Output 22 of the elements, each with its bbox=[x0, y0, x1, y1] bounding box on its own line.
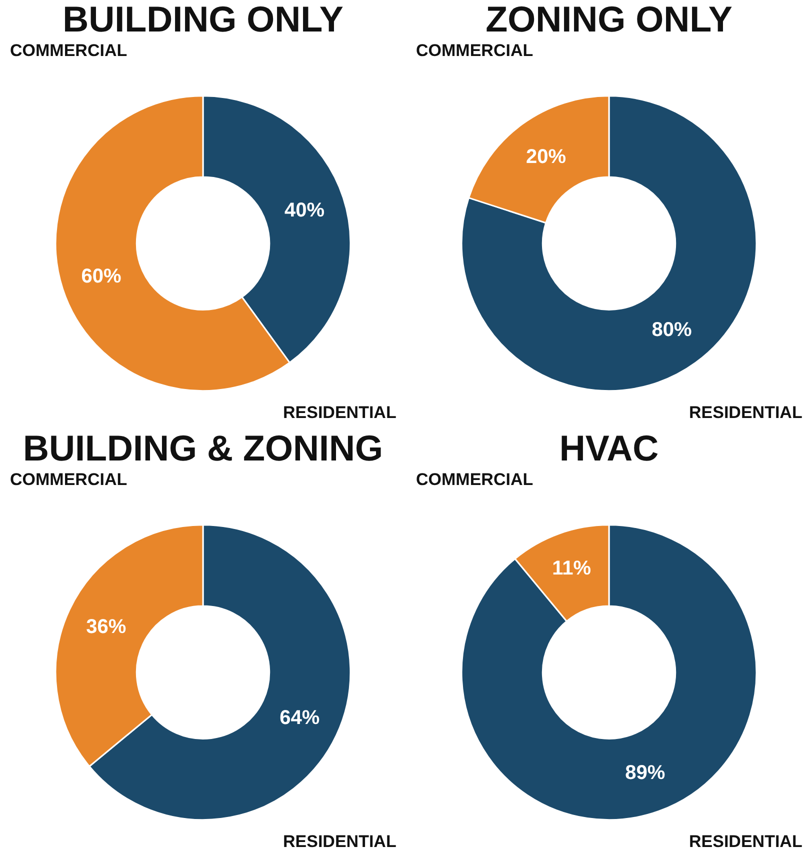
data-label: 89% bbox=[625, 762, 666, 784]
data-label: 60% bbox=[81, 265, 122, 288]
donut-slice bbox=[460, 524, 758, 820]
chart-title: BUILDING ONLY bbox=[62, 0, 344, 40]
slice-label: RESIDENTIAL bbox=[689, 403, 802, 422]
chart-title: HVAC bbox=[559, 428, 659, 469]
data-label: 80% bbox=[652, 318, 692, 341]
chart-title: ZONING ONLY bbox=[486, 0, 732, 40]
slice-label: COMMERCIAL bbox=[10, 470, 128, 489]
slice-label: COMMERCIAL bbox=[416, 41, 534, 60]
slice-label: RESIDENTIAL bbox=[283, 832, 396, 851]
data-label: 20% bbox=[526, 146, 566, 168]
chart-title: BUILDING & ZONING bbox=[23, 428, 383, 469]
donut-slice bbox=[461, 95, 758, 392]
data-label: 36% bbox=[86, 616, 126, 638]
slice-label: RESIDENTIAL bbox=[283, 403, 396, 422]
data-label: 11% bbox=[552, 558, 592, 580]
slice-label: RESIDENTIAL bbox=[689, 832, 802, 851]
slice-label: COMMERCIAL bbox=[416, 470, 534, 489]
data-label: 40% bbox=[284, 199, 325, 222]
slice-label: COMMERCIAL bbox=[10, 41, 128, 60]
data-label: 64% bbox=[280, 706, 320, 729]
